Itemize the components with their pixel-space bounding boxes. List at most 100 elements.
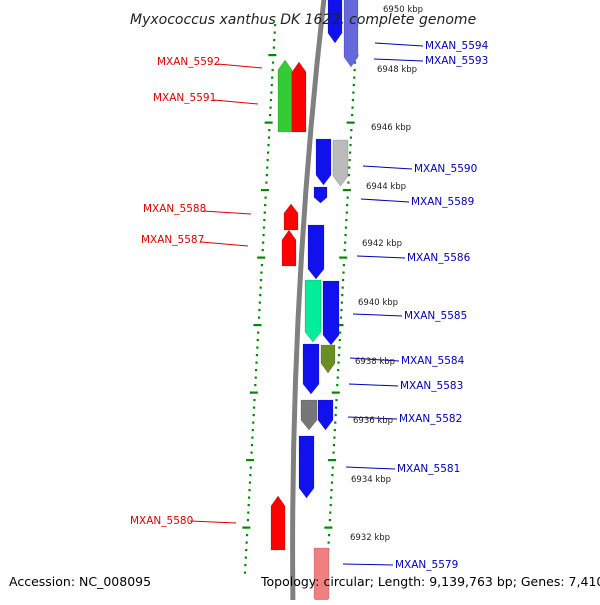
tick-minor: [341, 279, 345, 282]
gene-label-right[interactable]: MXAN_5586: [407, 252, 471, 264]
gene-arrow-reverse[interactable]: [332, 139, 349, 187]
tick-minor: [265, 174, 268, 177]
tick-minor: [270, 91, 273, 94]
tick-minor: [263, 219, 266, 222]
tick-minor: [243, 571, 247, 574]
gene-arrow-reverse[interactable]: [300, 399, 318, 431]
tick-minor: [344, 226, 348, 229]
tick-minor: [346, 196, 349, 199]
label-leader-line: [362, 165, 413, 170]
gene-label-left[interactable]: MXAN_5588: [143, 203, 206, 215]
tick-minor: [267, 144, 270, 147]
gene-label-right[interactable]: MXAN_5579: [395, 559, 458, 571]
gene-arrow-reverse[interactable]: [313, 186, 328, 204]
tick-minor: [266, 159, 269, 162]
tick-minor: [245, 534, 249, 537]
gene-label-right[interactable]: MXAN_5594: [425, 40, 489, 52]
tick-minor: [332, 444, 336, 447]
label-leader-line: [345, 466, 396, 470]
tick-minor: [348, 151, 352, 154]
gene-label-left[interactable]: MXAN_5587: [141, 234, 204, 246]
gene-label-right[interactable]: MXAN_5583: [400, 380, 463, 392]
tick-minor: [331, 474, 334, 477]
tick-minor: [255, 369, 258, 372]
gene-label-right[interactable]: MXAN_5590: [414, 163, 477, 175]
gene-arrow-reverse[interactable]: [298, 435, 315, 499]
tick-major: [242, 526, 251, 529]
kbp-mark-label: 6938 kbp: [355, 357, 395, 367]
tick-minor: [254, 376, 257, 379]
tick-minor: [265, 181, 268, 184]
gene-label-right[interactable]: MXAN_5593: [425, 55, 488, 67]
tick-minor: [342, 264, 345, 267]
tick-minor: [350, 129, 353, 132]
label-leader-line: [356, 255, 406, 259]
tick-major: [257, 256, 266, 259]
tick-minor: [343, 249, 346, 252]
tick-minor: [268, 129, 271, 132]
genome-backbone: [290, 0, 327, 605]
tick-minor: [348, 159, 351, 162]
tick-minor: [264, 204, 267, 207]
gene-arrow-reverse[interactable]: [304, 279, 322, 343]
tick-minor: [353, 61, 357, 64]
tick-minor: [330, 489, 333, 492]
tick-minor: [273, 31, 276, 34]
gene-arrow-forward[interactable]: [277, 59, 293, 133]
gene-arrow-forward[interactable]: [291, 61, 307, 133]
gene-arrow-reverse[interactable]: [320, 344, 336, 374]
tick-minor: [330, 496, 333, 499]
label-leader-line: [200, 241, 249, 247]
tick-minor: [339, 316, 343, 319]
tick-minor: [352, 84, 355, 87]
tick-minor: [247, 504, 250, 507]
gene-label-right[interactable]: MXAN_5585: [404, 310, 467, 322]
tick-minor: [251, 436, 254, 439]
kbp-mark-label: 6940 kbp: [358, 298, 398, 308]
tick-minor: [248, 496, 251, 499]
gene-arrow-reverse[interactable]: [307, 224, 325, 280]
tick-minor: [337, 369, 340, 372]
tick-minor: [347, 181, 350, 184]
tick-minor: [340, 301, 343, 304]
gene-arrow-reverse[interactable]: [317, 399, 334, 431]
gene-label-right[interactable]: MXAN_5584: [401, 355, 465, 367]
tick-minor: [332, 451, 335, 454]
label-leader-line: [348, 383, 399, 387]
tick-minor: [351, 114, 354, 117]
tick-minor: [253, 399, 256, 402]
gene-arrow-forward[interactable]: [283, 203, 299, 231]
tick-minor: [272, 46, 275, 49]
tick-minor: [329, 511, 332, 514]
gene-arrow-forward[interactable]: [281, 229, 297, 267]
tick-minor: [347, 174, 350, 177]
label-leader-line: [202, 210, 252, 215]
gene-arrow-reverse[interactable]: [315, 138, 332, 186]
gene-label-right[interactable]: MXAN_5589: [411, 196, 474, 208]
gene-arrow-reverse[interactable]: [343, 0, 359, 68]
kbp-mark-label: 6942 kbp: [362, 239, 402, 249]
tick-major: [324, 526, 333, 529]
tick-major: [249, 391, 258, 394]
tick-minor: [245, 541, 248, 544]
gene-label-right[interactable]: MXAN_5582: [399, 413, 462, 425]
tick-major: [264, 121, 273, 124]
tick-minor: [260, 271, 263, 274]
gene-arrow-reverse[interactable]: [327, 0, 343, 44]
gene-arrow-forward[interactable]: [270, 495, 286, 551]
gene-label-left[interactable]: MXAN_5591: [153, 92, 216, 104]
tick-minor: [251, 429, 254, 432]
gene-label-left[interactable]: MXAN_5592: [157, 56, 220, 68]
tick-minor: [346, 204, 349, 207]
tick-minor: [351, 99, 355, 102]
gene-arrow-reverse[interactable]: [322, 280, 340, 346]
tick-minor: [262, 226, 266, 229]
gene-label-right[interactable]: MXAN_5581: [397, 463, 460, 475]
tick-major: [260, 189, 269, 192]
tick-minor: [335, 399, 338, 402]
label-leader-line: [373, 58, 424, 62]
gene-label-left[interactable]: MXAN_5580: [130, 515, 193, 527]
gene-arrow-reverse[interactable]: [302, 343, 320, 395]
tick-minor: [271, 61, 275, 64]
